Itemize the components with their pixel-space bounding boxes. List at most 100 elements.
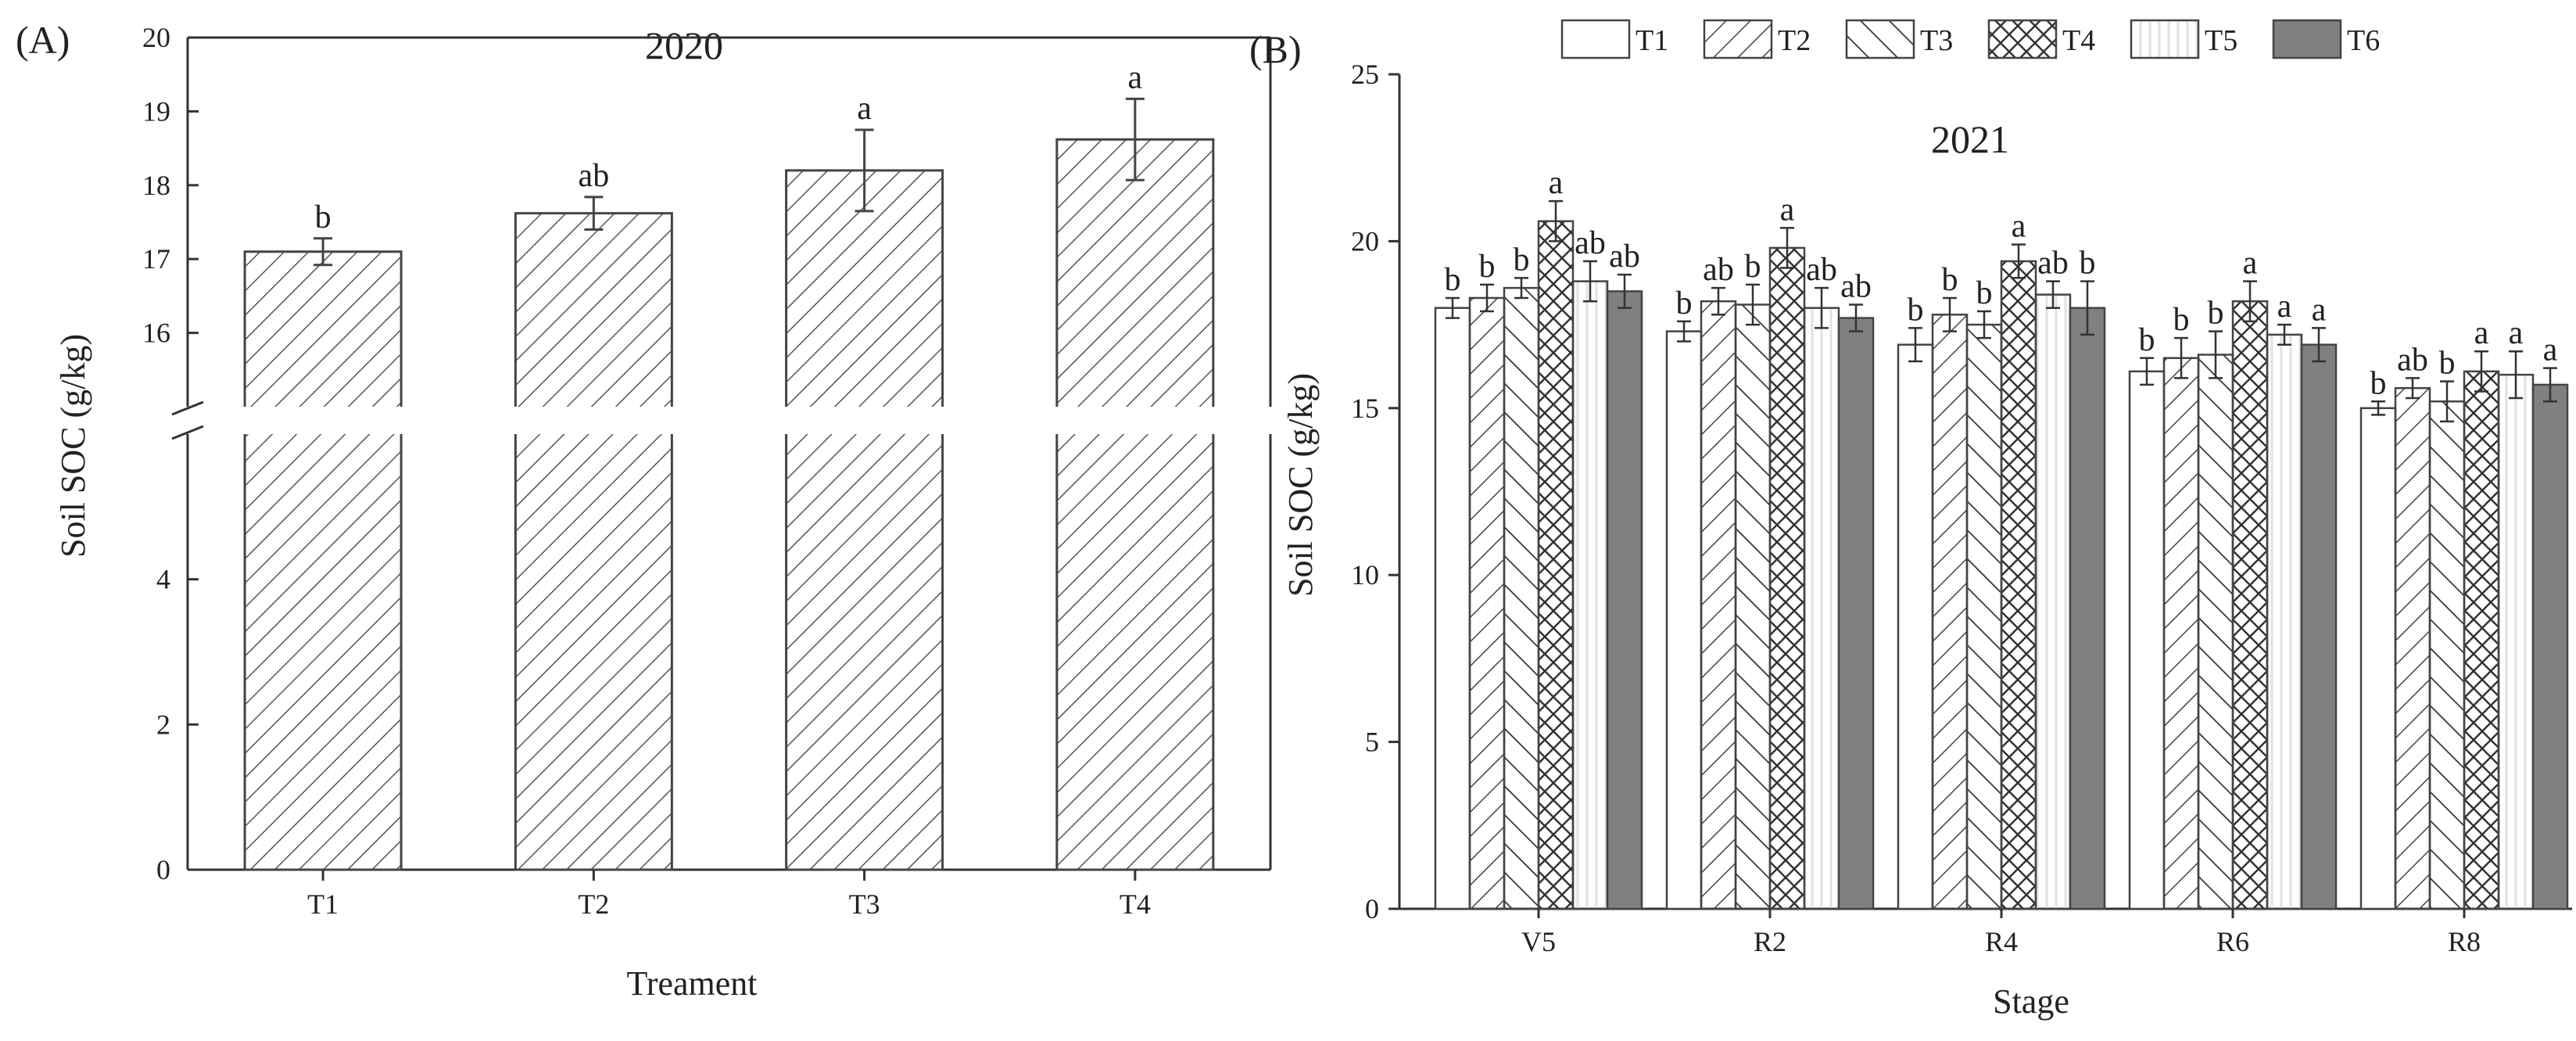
chart-b-bar-R8-T3 [2428, 400, 2466, 910]
chart-a-x-axis-label: Treament [626, 964, 757, 1003]
chart-b-x-tick-label: R6 [2216, 926, 2249, 957]
chart-a-bar-T2 [514, 212, 673, 871]
chart-b-bar-R4-T6 [2069, 307, 2106, 910]
chart-b-bar-V5-T5 [1571, 280, 1609, 910]
chart-b-y-tick-label: 10 [1351, 559, 1379, 590]
chart-a-y-tick-label: 19 [142, 95, 170, 127]
chart-b-significance-letter: a [2543, 332, 2558, 368]
chart-b-bar-R2-T4 [1768, 246, 1806, 910]
chart-b-significance-letter: b [2173, 302, 2190, 338]
chart-b-y-tick-label: 5 [1365, 727, 1379, 758]
chart-b-bar-V5-T1 [1434, 307, 1471, 910]
chart-b-legend-swatch-T4 [1987, 19, 2058, 59]
chart-b-legend-swatch-T2 [1703, 19, 1773, 59]
chart-b-bar-V5-T2 [1468, 296, 1506, 910]
chart-b-significance-letter: a [2243, 246, 2258, 282]
chart-a-x-tick-label: T4 [1120, 888, 1151, 920]
chart-b-legend-label: T6 [2347, 24, 2380, 57]
chart-b-bar-R4-T2 [1931, 314, 1969, 910]
chart-a-title: 2020 [645, 23, 723, 67]
chart-b-y-tick-label: 20 [1351, 225, 1379, 257]
chart-b-y-tick-label: 0 [1365, 893, 1379, 924]
chart-b-x-axis-label: Stage [1993, 982, 2069, 1021]
chart-b-bar-R8-T6 [2531, 383, 2569, 910]
chart-a-y-tick-label: 18 [142, 170, 170, 201]
chart-b-bar-V5-T6 [1606, 290, 1643, 910]
chart-a-x-tick-label: T3 [849, 888, 880, 920]
chart-b-legend-swatch-T1 [1560, 19, 1631, 59]
chart-b-significance-letter: b [2370, 365, 2387, 401]
chart-b-significance-letter: a [2277, 289, 2292, 325]
chart-b-significance-letter: b [1676, 285, 1693, 321]
chart-a-x-tick-label: T2 [578, 888, 609, 920]
chart-b-bar-R4-T5 [2034, 293, 2072, 910]
chart-a-axis-break-mark [171, 400, 204, 416]
chart-b-significance-letter: b [1942, 262, 1958, 298]
chart-b-legend-label: T4 [2062, 24, 2095, 57]
chart-a-svg: (A) 2020 0 2 4 16 17 18 19 20 b T1 ab T2 a T3 a T4 Trea… [16, 18, 1286, 1003]
chart-b-bar-R4-T1 [1897, 343, 1934, 910]
chart-b-significance-letter: b [1479, 249, 1496, 285]
chart-b-significance-letter: ab [2037, 246, 2069, 282]
chart-b-significance-letter: b [2080, 246, 2096, 282]
chart-a-y-axis-label: Soil SOC (g/kg) [54, 334, 92, 558]
chart-b-bar-V5-T4 [1537, 220, 1575, 910]
chart-b-legend: T1 T2 T3 T4 T5 T6 [1560, 19, 2380, 59]
chart-b-bar-R6-T4 [2231, 300, 2269, 910]
chart-a-y-tick-label: 2 [156, 709, 170, 740]
chart-b-significance-letter: ab [1609, 239, 1640, 275]
chart-b-significance-letter: ab [1575, 225, 1606, 261]
chart-b-bar-R6-T3 [2197, 354, 2234, 910]
chart-a-bar-T3 [785, 169, 944, 871]
chart-b-title: 2021 [1931, 117, 2009, 161]
chart-b-bar-R2-T3 [1734, 303, 1772, 910]
chart-b-significance-letter: ab [1806, 252, 1837, 288]
chart-b-significance-letter: ab [1840, 268, 1872, 304]
chart-b-bar-R6-T2 [2162, 357, 2200, 910]
chart-b-significance-letter: b [1976, 275, 1993, 311]
chart-b-significance-letter: b [1745, 249, 1761, 285]
chart-b-significance-letter: b [2139, 322, 2155, 358]
chart-a-bar-T4 [1055, 138, 1215, 871]
chart-b-x-tick-label: R2 [1754, 926, 1786, 957]
chart-a-significance-letter: a [1128, 59, 1143, 95]
chart-b-y-tick-label: 15 [1351, 393, 1379, 424]
chart-b-x-tick-label: V5 [1521, 926, 1556, 957]
chart-a-y-tick-label: 4 [156, 564, 170, 595]
chart-a-y-tick-label: 17 [142, 243, 170, 275]
chart-b-bar-V5-T3 [1503, 286, 1540, 910]
chart-b-bar-R4-T4 [2000, 260, 2037, 910]
chart-a-axis-break-mark [171, 425, 204, 440]
chart-b-bar-R2-T5 [1803, 307, 1840, 910]
chart-b-significance-letter: a [1780, 192, 1795, 228]
chart-b-legend-label: T5 [2205, 24, 2237, 57]
chart-a-significance-letter: ab [579, 158, 610, 194]
chart-b-y-tick-label: 25 [1351, 59, 1379, 90]
chart-b-bar-R2-T6 [1837, 317, 1875, 910]
chart-b-bar-R8-T1 [2359, 407, 2397, 910]
chart-b-bar-R4-T3 [1965, 323, 2003, 910]
chart-a-y-tick-label: 16 [142, 318, 170, 349]
chart-b-significance-letter: a [2474, 315, 2489, 351]
chart-b-bar-R6-T6 [2300, 343, 2338, 910]
chart-b-significance-letter: a [2012, 209, 2026, 245]
chart-panel-a: (A) 2020 0 2 4 16 17 18 19 20 b T1 ab T2 a T3 a T4 Trea… [0, 0, 1286, 1037]
chart-b-bar-R8-T5 [2497, 373, 2535, 910]
chart-b-legend-swatch-T6 [2272, 19, 2342, 59]
chart-b-legend-swatch-T3 [1845, 19, 1915, 59]
chart-b-bar-R2-T1 [1665, 330, 1703, 910]
chart-b-significance-letter: b [2208, 296, 2224, 332]
chart-b-bar-R2-T2 [1700, 300, 1737, 910]
chart-a-plot-area: 0 2 4 16 17 18 19 20 b T1 ab T2 a T3 a T4 [142, 22, 1286, 920]
chart-a-bar-T1 [243, 250, 403, 871]
chart-b-legend-label: T3 [1920, 24, 1953, 57]
chart-a-x-tick-label: T1 [307, 888, 339, 920]
chart-a-axis-break-gap [172, 407, 1286, 434]
chart-a-significance-letter: b [315, 199, 331, 235]
chart-a-y-tick-label: 20 [142, 22, 170, 53]
chart-b-significance-letter: ab [1703, 252, 1734, 288]
chart-b-x-tick-label: R4 [1985, 926, 2018, 957]
chart-b-x-tick-label: R8 [2448, 926, 2481, 957]
